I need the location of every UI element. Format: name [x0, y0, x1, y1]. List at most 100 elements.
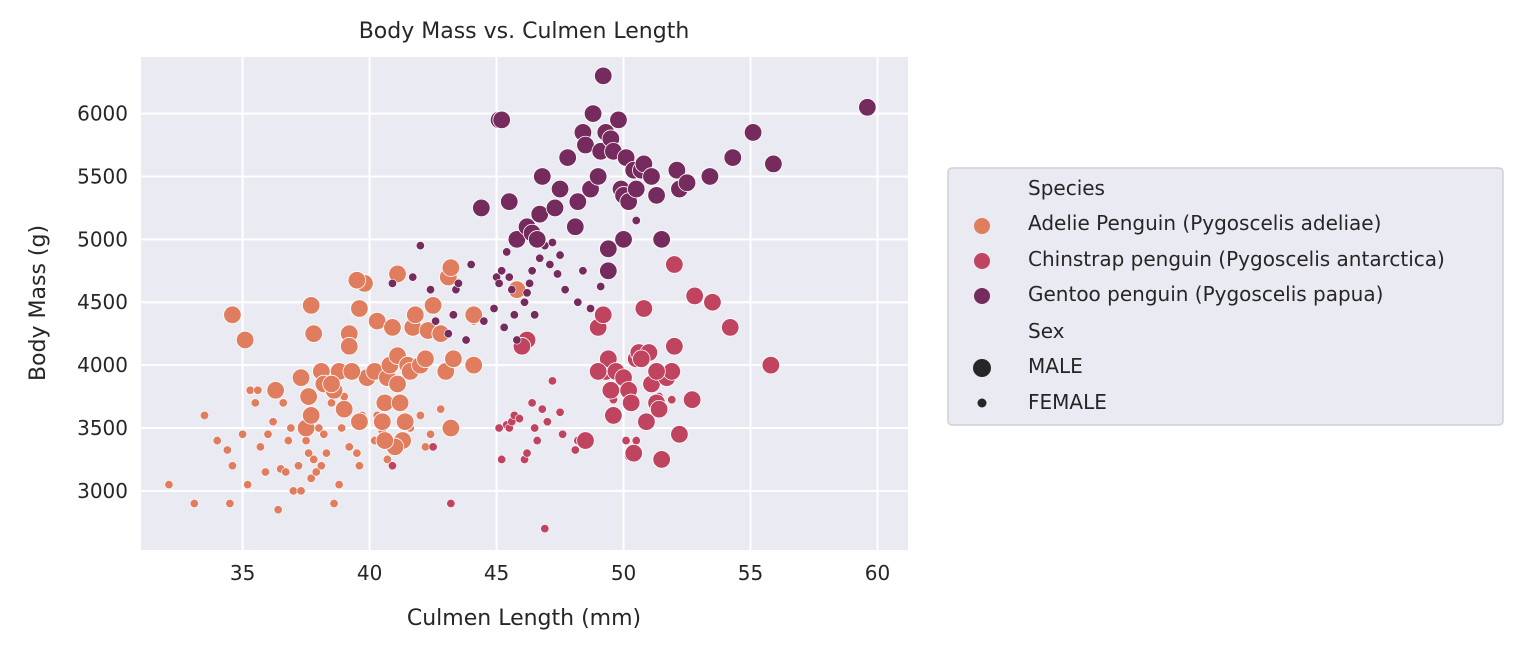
data-point-female	[250, 398, 260, 408]
data-point-female	[453, 278, 463, 288]
data-point-female	[555, 407, 565, 417]
data-point-male	[599, 261, 618, 281]
data-point-male	[647, 362, 666, 381]
data-point-male	[604, 406, 623, 425]
data-point-male	[464, 305, 483, 325]
data-point-female	[326, 398, 336, 408]
data-point-female	[530, 310, 540, 320]
data-point-male	[588, 167, 608, 186]
data-point-female	[283, 436, 293, 446]
data-point-female	[263, 429, 273, 439]
data-point-female	[415, 241, 425, 251]
legend-label-female: FEMALE	[1028, 390, 1107, 414]
data-point-male	[667, 160, 687, 180]
data-point-female	[273, 505, 283, 515]
data-point-male	[624, 443, 643, 463]
data-point-female	[253, 385, 263, 395]
x-tick-label: 40	[357, 561, 382, 585]
legend-hue-title: Species	[1028, 176, 1105, 200]
data-point-female	[502, 247, 512, 257]
data-point-female	[443, 329, 453, 339]
data-point-female	[436, 404, 446, 414]
data-point-male	[627, 179, 646, 199]
data-point-female	[408, 272, 418, 282]
data-point-female	[352, 448, 362, 458]
data-point-female	[509, 310, 519, 320]
data-point-female	[189, 498, 199, 508]
data-point-female	[631, 215, 641, 225]
data-point-male	[743, 123, 763, 142]
data-point-male	[599, 239, 618, 258]
data-point-female	[238, 429, 248, 439]
data-point-male	[647, 186, 666, 205]
data-point-male	[677, 173, 697, 192]
data-point-male	[568, 192, 588, 211]
data-point-male	[500, 192, 519, 211]
chart-title: Body Mass vs. Culmen Length	[359, 19, 690, 44]
data-point-female	[532, 436, 542, 446]
x-tick-label: 60	[865, 561, 890, 585]
data-point-male	[350, 412, 369, 431]
data-point-male	[235, 330, 255, 350]
data-point-female	[547, 376, 557, 386]
data-point-female	[560, 285, 570, 295]
data-point-male	[652, 230, 671, 249]
x-tick-label: 55	[738, 561, 763, 585]
data-point-male	[594, 305, 613, 325]
y-tick-label: 5000	[77, 227, 128, 251]
x-tick-label: 45	[484, 561, 509, 585]
data-point-female	[555, 250, 565, 260]
data-point-male	[301, 296, 321, 315]
data-point-female	[494, 423, 504, 433]
data-point-female	[311, 467, 321, 477]
legend-label-male: MALE	[1028, 354, 1083, 378]
data-point-male	[652, 450, 671, 469]
data-point-male	[649, 399, 669, 419]
data-point-male	[858, 98, 877, 117]
x-tick-label: 35	[230, 561, 255, 585]
data-point-female	[537, 404, 547, 414]
data-point-male	[634, 299, 654, 318]
data-point-female	[431, 316, 441, 326]
legend-size-title: Sex	[1028, 319, 1065, 343]
data-point-male	[761, 355, 781, 375]
data-point-female	[212, 436, 222, 446]
legend: Species Adelie Penguin (Pygoscelis adeli…	[947, 167, 1504, 426]
data-point-male	[375, 431, 395, 450]
data-point-female	[304, 448, 314, 458]
data-point-female	[461, 335, 471, 345]
data-point-male	[550, 179, 570, 199]
x-tick-label: 50	[611, 561, 636, 585]
data-point-male	[566, 217, 585, 236]
data-point-female	[621, 436, 631, 446]
y-tick-label: 5500	[77, 164, 128, 188]
data-point-female	[387, 278, 397, 288]
series-0	[164, 258, 527, 515]
data-point-female	[344, 442, 354, 452]
data-point-male	[609, 110, 628, 130]
data-point-male	[642, 167, 661, 186]
data-point-female	[281, 467, 291, 477]
data-point-female	[293, 461, 303, 471]
data-point-female	[296, 486, 306, 496]
data-point-female	[321, 448, 331, 458]
data-point-female	[426, 429, 436, 439]
data-point-female	[225, 498, 235, 508]
data-point-female	[499, 322, 509, 332]
data-point-male	[322, 374, 341, 394]
data-point-female	[542, 417, 552, 427]
data-point-female	[306, 473, 316, 483]
y-axis-label: Body Mass (g)	[26, 225, 51, 381]
data-point-female	[286, 423, 296, 433]
data-point-female	[301, 436, 311, 446]
data-point-female	[530, 423, 540, 433]
data-point-male	[395, 412, 415, 431]
data-point-male	[472, 198, 491, 218]
legend-label-gentoo: Gentoo penguin (Pygoscelis papua)	[1028, 282, 1383, 306]
data-point-female	[545, 260, 555, 270]
y-tick-label: 3500	[77, 416, 128, 440]
data-point-female	[387, 461, 397, 471]
x-ticks: 35 40 45 50 55 60	[230, 561, 890, 585]
legend-label-chinstrap: Chinstrap penguin (Pygoscelis antarctica…	[1028, 247, 1445, 271]
